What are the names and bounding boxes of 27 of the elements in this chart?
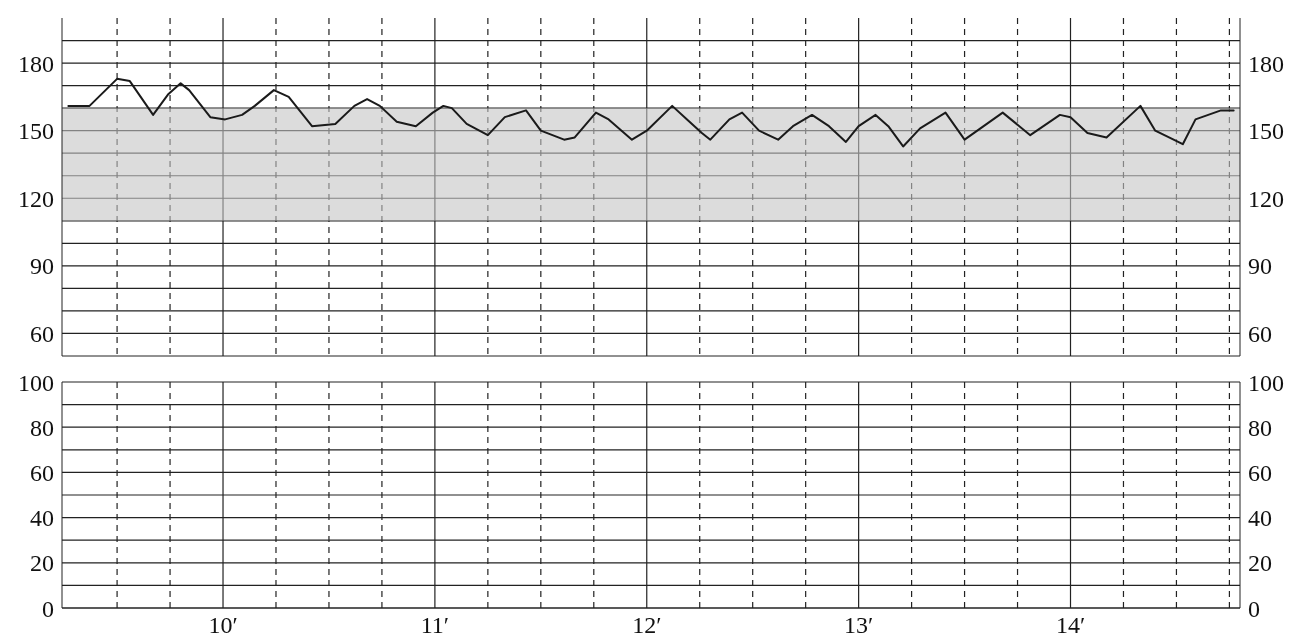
- y2-tick-label: 40: [1248, 505, 1272, 532]
- y2-tick-label: 100: [1248, 369, 1284, 396]
- y-tick-label: 100: [18, 369, 54, 396]
- y-tick-label: 120: [18, 185, 54, 212]
- y-tick-label: 0: [42, 595, 54, 622]
- y-tick-label: 40: [30, 505, 54, 532]
- y2-tick-label: 0: [1248, 595, 1260, 622]
- y-tick-label: 20: [30, 550, 54, 577]
- y-tick-label: 60: [30, 459, 54, 486]
- x-tick-label: 11′: [420, 612, 450, 639]
- y2-tick-label: 180: [1248, 50, 1284, 77]
- x-tick-label: 13′: [844, 612, 874, 639]
- y-tick-label: 80: [30, 414, 54, 441]
- y2-tick-label: 80: [1248, 414, 1272, 441]
- y2-tick-label: 90: [1248, 253, 1272, 280]
- y2-tick-label: 120: [1248, 185, 1284, 212]
- x-tick-label: 12′: [632, 612, 662, 639]
- y-tick-label: 90: [30, 253, 54, 280]
- x-tick-label: 14′: [1055, 612, 1086, 639]
- y2-tick-label: 150: [1248, 118, 1284, 145]
- y2-tick-label: 60: [1248, 459, 1272, 486]
- x-tick-label: 10′: [208, 612, 238, 639]
- y2-tick-label: 60: [1248, 320, 1272, 347]
- y-tick-label: 180: [18, 50, 54, 77]
- y-tick-label: 60: [30, 320, 54, 347]
- y-tick-label: 150: [18, 118, 54, 145]
- y2-tick-label: 20: [1248, 550, 1272, 577]
